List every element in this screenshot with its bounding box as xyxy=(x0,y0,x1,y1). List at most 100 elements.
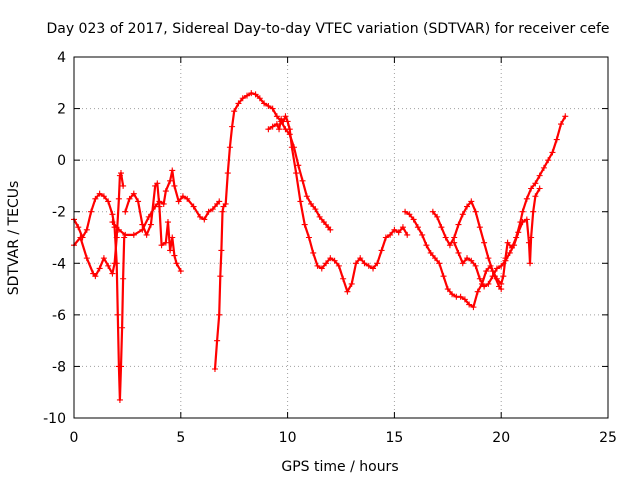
data-point xyxy=(167,177,174,184)
series-track-d xyxy=(109,167,223,238)
data-point xyxy=(446,242,453,249)
data-point xyxy=(444,286,451,293)
x-tick-label: 0 xyxy=(70,430,79,446)
data-point xyxy=(211,366,218,373)
data-point xyxy=(483,268,490,275)
data-point xyxy=(75,224,82,231)
data-point xyxy=(481,239,488,246)
data-point xyxy=(468,257,475,264)
data-point xyxy=(493,265,500,272)
data-point xyxy=(318,265,325,272)
data-point xyxy=(173,260,180,267)
data-point xyxy=(265,126,272,133)
data-point xyxy=(295,162,302,169)
data-point xyxy=(216,311,223,318)
data-point xyxy=(536,172,543,179)
data-point xyxy=(122,231,129,238)
data-point xyxy=(100,193,107,200)
data-point xyxy=(293,170,300,177)
data-point xyxy=(378,247,385,254)
data-point xyxy=(171,182,178,189)
data-point xyxy=(402,208,409,215)
data-point xyxy=(387,231,394,238)
series-line xyxy=(431,115,567,285)
data-point xyxy=(466,301,473,308)
data-point xyxy=(235,100,242,107)
data-point xyxy=(506,249,513,256)
data-point xyxy=(169,234,176,241)
data-point xyxy=(399,224,406,231)
data-point xyxy=(451,234,458,241)
data-point xyxy=(135,198,142,205)
data-point xyxy=(532,180,539,187)
series-track-c xyxy=(122,180,184,275)
data-point xyxy=(500,273,507,280)
data-point xyxy=(115,195,122,202)
data-point xyxy=(485,280,492,287)
data-point xyxy=(284,118,291,125)
data-point xyxy=(352,260,359,267)
data-point xyxy=(536,185,543,192)
data-point xyxy=(348,280,355,287)
data-point xyxy=(83,255,90,262)
series-track-e xyxy=(211,90,334,373)
data-point xyxy=(474,288,481,295)
data-point xyxy=(256,95,263,102)
data-point xyxy=(167,247,174,254)
data-point xyxy=(464,255,471,262)
data-point xyxy=(464,203,471,210)
data-point xyxy=(160,200,167,207)
data-point xyxy=(519,219,526,226)
data-point xyxy=(120,182,127,189)
data-point xyxy=(162,239,169,246)
series-line xyxy=(404,210,503,309)
data-point xyxy=(83,226,90,233)
data-point xyxy=(382,234,389,241)
data-point xyxy=(365,262,372,269)
data-point xyxy=(515,229,522,236)
data-point xyxy=(286,126,293,133)
data-point xyxy=(229,123,236,130)
data-point xyxy=(147,221,154,228)
data-point xyxy=(169,167,176,174)
data-point xyxy=(455,249,462,256)
data-point xyxy=(331,257,338,264)
series-track-f xyxy=(265,113,411,295)
data-point xyxy=(320,219,327,226)
data-point xyxy=(310,249,317,256)
data-point xyxy=(113,234,120,241)
data-point xyxy=(239,95,246,102)
data-point xyxy=(244,92,251,99)
data-point xyxy=(461,296,468,303)
data-point xyxy=(511,242,518,249)
series-track-a xyxy=(71,190,128,403)
data-point xyxy=(216,198,223,205)
data-point xyxy=(171,252,178,259)
data-point xyxy=(527,260,534,267)
data-point xyxy=(218,247,225,254)
data-point xyxy=(88,208,95,215)
data-point xyxy=(498,286,505,293)
data-point xyxy=(498,262,505,269)
data-point xyxy=(525,239,532,246)
series-line xyxy=(453,187,541,288)
series-track-b xyxy=(71,170,127,280)
data-point xyxy=(299,177,306,184)
data-point xyxy=(308,200,315,207)
data-point xyxy=(117,170,124,177)
data-point xyxy=(374,260,381,267)
data-point xyxy=(303,193,310,200)
data-point xyxy=(120,275,127,282)
data-point xyxy=(502,257,509,264)
series-track-h xyxy=(429,113,569,287)
data-point xyxy=(214,337,221,344)
data-point xyxy=(549,149,556,156)
data-point xyxy=(323,260,330,267)
data-point xyxy=(305,234,312,241)
data-point xyxy=(92,273,99,280)
data-point xyxy=(485,255,492,262)
y-tick-label: -6 xyxy=(52,308,66,324)
data-point xyxy=(523,216,530,223)
data-point xyxy=(434,213,441,220)
data-point xyxy=(301,221,308,228)
